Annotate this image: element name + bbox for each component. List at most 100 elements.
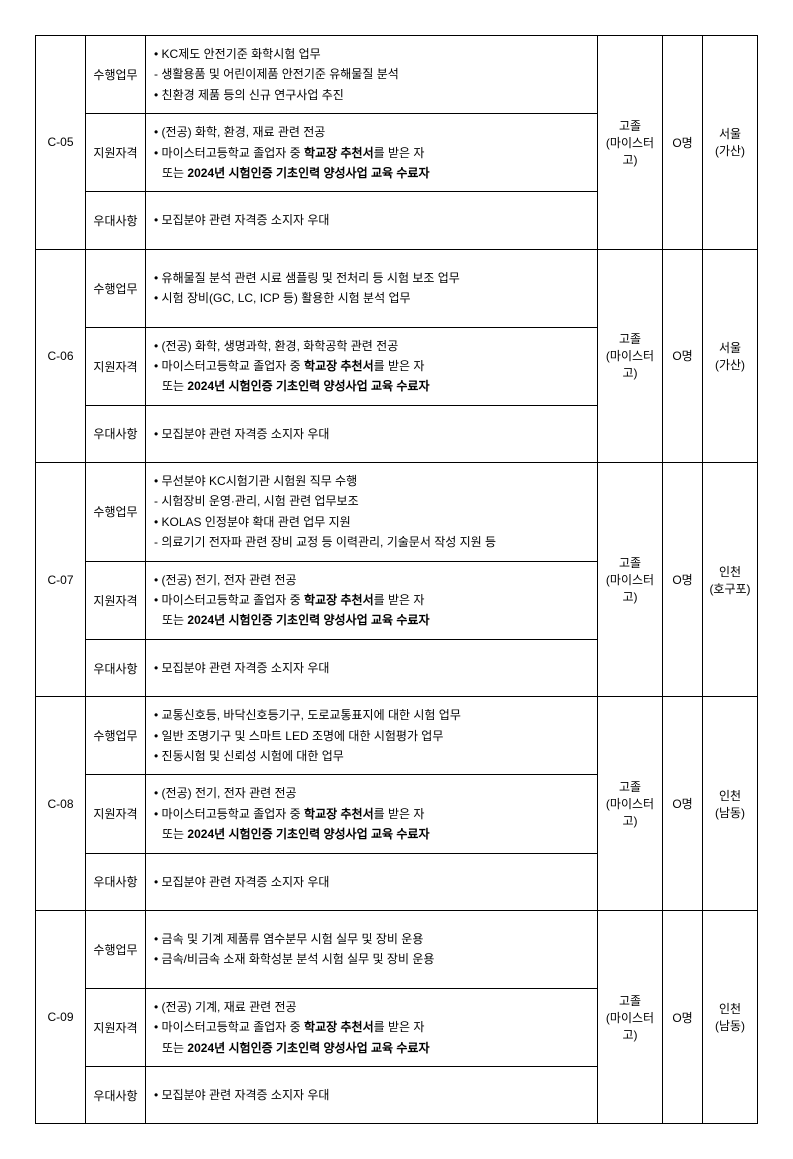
section-content-cell: • 모집분야 관련 자격증 소지자 우대 <box>146 853 598 910</box>
line-prefix: 또는 <box>162 1041 187 1055</box>
section-content-cell: • (전공) 기계, 재료 관련 전공• 마이스터고등학교 졸업자 중 학교장 … <box>146 988 598 1066</box>
line-prefix: • 마이스터고등학교 졸업자 중 <box>154 146 304 160</box>
section-content-cell: • (전공) 화학, 생명과학, 환경, 화학공학 관련 전공• 마이스터고등학… <box>146 327 598 405</box>
content-line: • (전공) 기계, 재료 관련 전공 <box>154 997 591 1017</box>
line-prefix: 또는 <box>162 613 187 627</box>
location-cell: 서울(가산) <box>703 36 758 250</box>
count-cell: O명 <box>663 697 703 911</box>
count-cell: O명 <box>663 463 703 697</box>
code-cell: C-07 <box>36 463 86 697</box>
table-row: C-08수행업무• 교통신호등, 바닥신호등기구, 도로교통표지에 대한 시험 … <box>36 697 758 775</box>
recruitment-table: C-05수행업무• KC제도 안전기준 화학시험 업무 - 생활용품 및 어린이… <box>35 35 758 1124</box>
line-bold: 학교장 추천서 <box>304 807 374 821</box>
table-row: C-09수행업무• 금속 및 기계 제품류 염수분무 시험 실무 및 장비 운용… <box>36 910 758 988</box>
count-cell: O명 <box>663 249 703 462</box>
line-prefix: 또는 <box>162 379 187 393</box>
content-line: • (전공) 전기, 전자 관련 전공 <box>154 570 591 590</box>
line-suffix: 를 받은 자 <box>374 593 425 607</box>
section-label-cell: 수행업무 <box>86 249 146 327</box>
education-cell: 고졸(마이스터고) <box>598 463 663 697</box>
education-cell: 고졸(마이스터고) <box>598 697 663 911</box>
section-label-cell: 지원자격 <box>86 114 146 192</box>
section-label-cell: 수행업무 <box>86 463 146 562</box>
section-content-cell: • 교통신호등, 바닥신호등기구, 도로교통표지에 대한 시험 업무• 일반 조… <box>146 697 598 775</box>
content-line: • KOLAS 인정분야 확대 관련 업무 지원 <box>154 512 591 532</box>
line-prefix: • 마이스터고등학교 졸업자 중 <box>154 593 304 607</box>
line-prefix: • 마이스터고등학교 졸업자 중 <box>154 1020 304 1034</box>
education-cell: 고졸(마이스터고) <box>598 36 663 250</box>
line-bold: 2024년 시험인증 기초인력 양성사업 교육 수료자 <box>187 1041 429 1055</box>
line-bold: 2024년 시험인증 기초인력 양성사업 교육 수료자 <box>187 166 429 180</box>
content-line: • 친환경 제품 등의 신규 연구사업 추진 <box>154 85 591 105</box>
section-content-cell: • 무선분야 KC시험기관 시험원 직무 수행 - 시험장비 운영·관리, 시험… <box>146 463 598 562</box>
section-label-cell: 우대사항 <box>86 405 146 462</box>
section-label-cell: 지원자격 <box>86 327 146 405</box>
content-line: 또는 2024년 시험인증 기초인력 양성사업 교육 수료자 <box>154 824 591 844</box>
content-line: • 일반 조명기구 및 스마트 LED 조명에 대한 시험평가 업무 <box>154 726 591 746</box>
line-prefix: 또는 <box>162 166 187 180</box>
content-line: • 모집분야 관련 자격증 소지자 우대 <box>154 210 591 230</box>
section-label-cell: 우대사항 <box>86 1066 146 1123</box>
content-line: - 생활용품 및 어린이제품 안전기준 유해물질 분석 <box>154 64 591 84</box>
code-cell: C-06 <box>36 249 86 462</box>
content-line: • 모집분야 관련 자격증 소지자 우대 <box>154 872 591 892</box>
content-line: • 무선분야 KC시험기관 시험원 직무 수행 <box>154 471 591 491</box>
section-label-cell: 지원자격 <box>86 988 146 1066</box>
line-suffix: 를 받은 자 <box>374 359 425 373</box>
table-row: C-05수행업무• KC제도 안전기준 화학시험 업무 - 생활용품 및 어린이… <box>36 36 758 114</box>
content-line: • 모집분야 관련 자격증 소지자 우대 <box>154 1085 591 1105</box>
code-cell: C-08 <box>36 697 86 911</box>
content-line: 또는 2024년 시험인증 기초인력 양성사업 교육 수료자 <box>154 376 591 396</box>
section-content-cell: • 모집분야 관련 자격증 소지자 우대 <box>146 192 598 249</box>
section-content-cell: • (전공) 전기, 전자 관련 전공 • 마이스터고등학교 졸업자 중 학교장 … <box>146 775 598 853</box>
section-content-cell: • 모집분야 관련 자격증 소지자 우대 <box>146 639 598 696</box>
section-label-cell: 지원자격 <box>86 561 146 639</box>
location-cell: 인천(남동) <box>703 910 758 1123</box>
section-label-cell: 수행업무 <box>86 697 146 775</box>
line-suffix: 를 받은 자 <box>374 807 425 821</box>
section-content-cell: • 금속 및 기계 제품류 염수분무 시험 실무 및 장비 운용• 금속/비금속… <box>146 910 598 988</box>
content-line: • 마이스터고등학교 졸업자 중 학교장 추천서를 받은 자 <box>154 356 591 376</box>
content-line: • 모집분야 관련 자격증 소지자 우대 <box>154 658 591 678</box>
section-content-cell: • 모집분야 관련 자격증 소지자 우대 <box>146 405 598 462</box>
line-bold: 학교장 추천서 <box>304 593 374 607</box>
line-bold: 2024년 시험인증 기초인력 양성사업 교육 수료자 <box>187 613 429 627</box>
section-content-cell: • 유해물질 분석 관련 시료 샘플링 및 전처리 등 시험 보조 업무• 시험… <box>146 249 598 327</box>
line-bold: 2024년 시험인증 기초인력 양성사업 교육 수료자 <box>187 827 429 841</box>
line-suffix: 를 받은 자 <box>374 146 425 160</box>
section-content-cell: • KC제도 안전기준 화학시험 업무 - 생활용품 및 어린이제품 안전기준 … <box>146 36 598 114</box>
line-suffix: 를 받은 자 <box>374 1020 425 1034</box>
content-line: • (전공) 전기, 전자 관련 전공 <box>154 783 591 803</box>
section-label-cell: 수행업무 <box>86 36 146 114</box>
table-row: C-06수행업무• 유해물질 분석 관련 시료 샘플링 및 전처리 등 시험 보… <box>36 249 758 327</box>
code-cell: C-09 <box>36 910 86 1123</box>
section-content-cell: • (전공) 전기, 전자 관련 전공• 마이스터고등학교 졸업자 중 학교장 … <box>146 561 598 639</box>
content-line: • 금속/비금속 소재 화학성분 분석 시험 실무 및 장비 운용 <box>154 949 591 969</box>
section-content-cell: • (전공) 화학, 환경, 재료 관련 전공• 마이스터고등학교 졸업자 중 … <box>146 114 598 192</box>
code-cell: C-05 <box>36 36 86 250</box>
table-row: C-07수행업무• 무선분야 KC시험기관 시험원 직무 수행 - 시험장비 운… <box>36 463 758 562</box>
content-line: • 마이스터고등학교 졸업자 중 학교장 추천서를 받은 자 <box>154 1017 591 1037</box>
line-prefix: • 마이스터고등학교 졸업자 중 <box>154 359 304 373</box>
content-line: • 유해물질 분석 관련 시료 샘플링 및 전처리 등 시험 보조 업무 <box>154 268 591 288</box>
content-line: • KC제도 안전기준 화학시험 업무 <box>154 44 591 64</box>
education-cell: 고졸(마이스터고) <box>598 910 663 1123</box>
section-label-cell: 수행업무 <box>86 910 146 988</box>
content-line: • (전공) 화학, 생명과학, 환경, 화학공학 관련 전공 <box>154 336 591 356</box>
content-line: • 모집분야 관련 자격증 소지자 우대 <box>154 424 591 444</box>
line-bold: 학교장 추천서 <box>304 1020 374 1034</box>
line-prefix: 또는 <box>162 827 187 841</box>
content-line: 또는 2024년 시험인증 기초인력 양성사업 교육 수료자 <box>154 610 591 630</box>
content-line: • (전공) 화학, 환경, 재료 관련 전공 <box>154 122 591 142</box>
section-label-cell: 지원자격 <box>86 775 146 853</box>
location-cell: 서울(가산) <box>703 249 758 462</box>
location-cell: 인천(호구포) <box>703 463 758 697</box>
section-label-cell: 우대사항 <box>86 192 146 249</box>
content-line: 또는 2024년 시험인증 기초인력 양성사업 교육 수료자 <box>154 1038 591 1058</box>
content-line: • 마이스터고등학교 졸업자 중 학교장 추천서를 받은 자 <box>154 590 591 610</box>
content-line: • 진동시험 및 신뢰성 시험에 대한 업무 <box>154 746 591 766</box>
line-prefix: • 마이스터고등학교 졸업자 중 <box>154 807 304 821</box>
count-cell: O명 <box>663 910 703 1123</box>
count-cell: O명 <box>663 36 703 250</box>
content-line: • 금속 및 기계 제품류 염수분무 시험 실무 및 장비 운용 <box>154 929 591 949</box>
